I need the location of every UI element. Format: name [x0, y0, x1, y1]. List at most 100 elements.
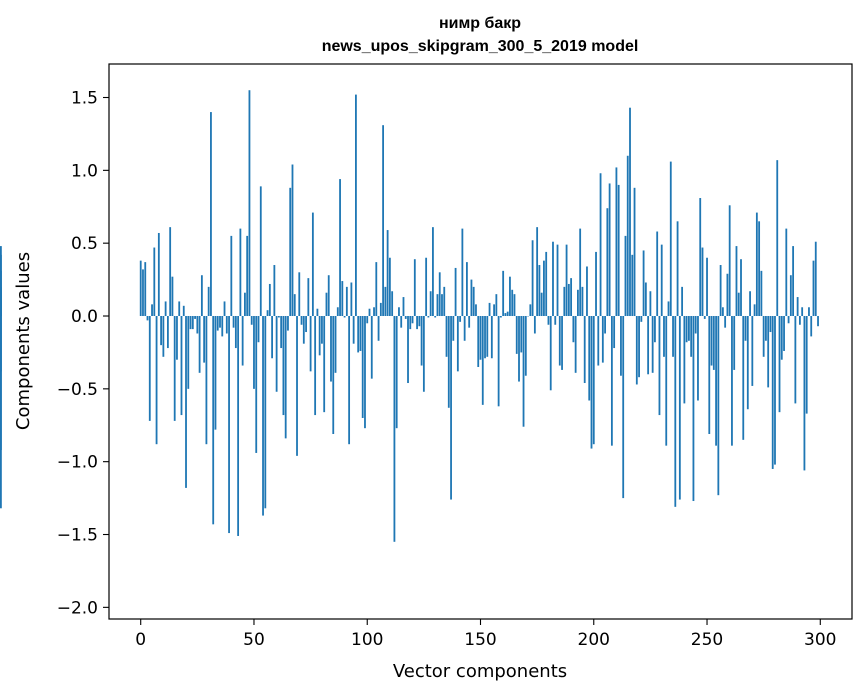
y-tick-label: 1.0: [71, 161, 98, 181]
bar-120: [411, 316, 414, 324]
bar-159: [499, 316, 502, 318]
bar-6: [153, 247, 156, 316]
x-tick-label: 0: [135, 630, 146, 650]
bar-95: [355, 94, 357, 317]
bar-167: [518, 316, 520, 382]
bar-188: [565, 244, 568, 317]
bar-202: [597, 316, 600, 366]
bar-240: [683, 316, 686, 404]
bar-67: [291, 164, 294, 317]
bar-79: [318, 316, 321, 356]
bar-42: [234, 316, 237, 349]
bar-140: [456, 316, 459, 372]
bar-165: [513, 294, 516, 317]
bar-150: [479, 316, 482, 360]
bar-72: [302, 316, 305, 344]
bar-121: [413, 259, 416, 317]
bar-266: [742, 316, 745, 440]
bar-105: [377, 316, 380, 341]
bar-207: [608, 183, 611, 317]
bar-191: [572, 316, 575, 343]
bar-0: [139, 260, 142, 316]
bar-50: [253, 316, 255, 389]
bar-178: [543, 260, 545, 316]
bar-193: [577, 289, 579, 317]
bar-219: [635, 316, 638, 385]
bar-286: [787, 316, 790, 324]
bar-136: [447, 316, 450, 408]
bar-12: [166, 316, 169, 349]
bar-196: [583, 316, 586, 384]
bar-278: [769, 316, 772, 333]
y-tick-label: −2.0: [57, 598, 98, 618]
bar-183: [554, 316, 557, 325]
bar-253: [712, 316, 715, 370]
bar-94: [352, 316, 355, 344]
bar-138: [452, 316, 455, 341]
bar-217: [631, 254, 634, 317]
bar-8: [157, 232, 160, 317]
bar-293: [803, 316, 806, 471]
bar-70: [298, 272, 301, 317]
bar-36: [221, 316, 224, 337]
bar-213: [622, 316, 625, 499]
bar-179: [545, 251, 548, 316]
bar-77: [314, 316, 317, 416]
y-tick-label: 1.5: [71, 89, 98, 109]
bar-127: [427, 316, 430, 318]
bar-181: [549, 316, 552, 391]
bar-220: [638, 316, 640, 378]
bar-84: [330, 316, 332, 382]
bar-264: [737, 292, 740, 317]
bar-225: [649, 291, 652, 316]
bar-267: [744, 316, 747, 341]
bar-144: [466, 262, 468, 317]
bar-289: [794, 316, 797, 404]
bar-82: [325, 292, 328, 317]
bar-194: [579, 228, 582, 317]
bar-102: [370, 316, 373, 379]
bar-260: [728, 205, 731, 317]
bar-104: [375, 262, 378, 317]
bar-189: [567, 283, 570, 317]
bar-7: [155, 316, 158, 445]
bar-40: [230, 235, 233, 317]
bar-101: [368, 308, 371, 316]
bar-234: [669, 161, 672, 317]
bar-204: [601, 316, 604, 363]
bar-273: [758, 221, 761, 317]
bar-164: [511, 289, 514, 317]
bar-21: [187, 316, 190, 389]
bar-135: [445, 316, 448, 357]
bar-38: [225, 316, 228, 334]
bar-19: [182, 305, 185, 317]
bar-308: [0, 246, 2, 317]
x-tick-label: 50: [243, 630, 265, 650]
bar-11: [164, 301, 167, 317]
bar-151: [481, 316, 484, 405]
bar-224: [647, 316, 650, 375]
bar-1: [142, 269, 144, 316]
bar-83: [327, 275, 330, 317]
bar-96: [357, 316, 360, 353]
bar-80: [321, 316, 323, 344]
bar-152: [484, 316, 486, 359]
bar-239: [681, 286, 684, 316]
bar-87: [336, 307, 339, 317]
bar-137: [450, 316, 452, 500]
bar-238: [678, 316, 681, 500]
bar-211: [617, 184, 620, 317]
bar-237: [676, 221, 679, 317]
bar-35: [219, 316, 221, 328]
bar-182: [552, 241, 554, 317]
bar-154: [488, 302, 491, 317]
bar-22: [189, 316, 192, 330]
bar-198: [588, 316, 591, 401]
bar-100: [366, 316, 369, 324]
bar-28: [203, 316, 206, 363]
bar-71: [300, 316, 303, 325]
bar-290: [796, 297, 799, 317]
bar-46: [244, 292, 246, 317]
y-axis-ticks: −2.0 −1.5 −1.0 −0.5 0.0 0.5 1.0 1.5: [57, 89, 109, 618]
bar-86: [334, 316, 337, 373]
